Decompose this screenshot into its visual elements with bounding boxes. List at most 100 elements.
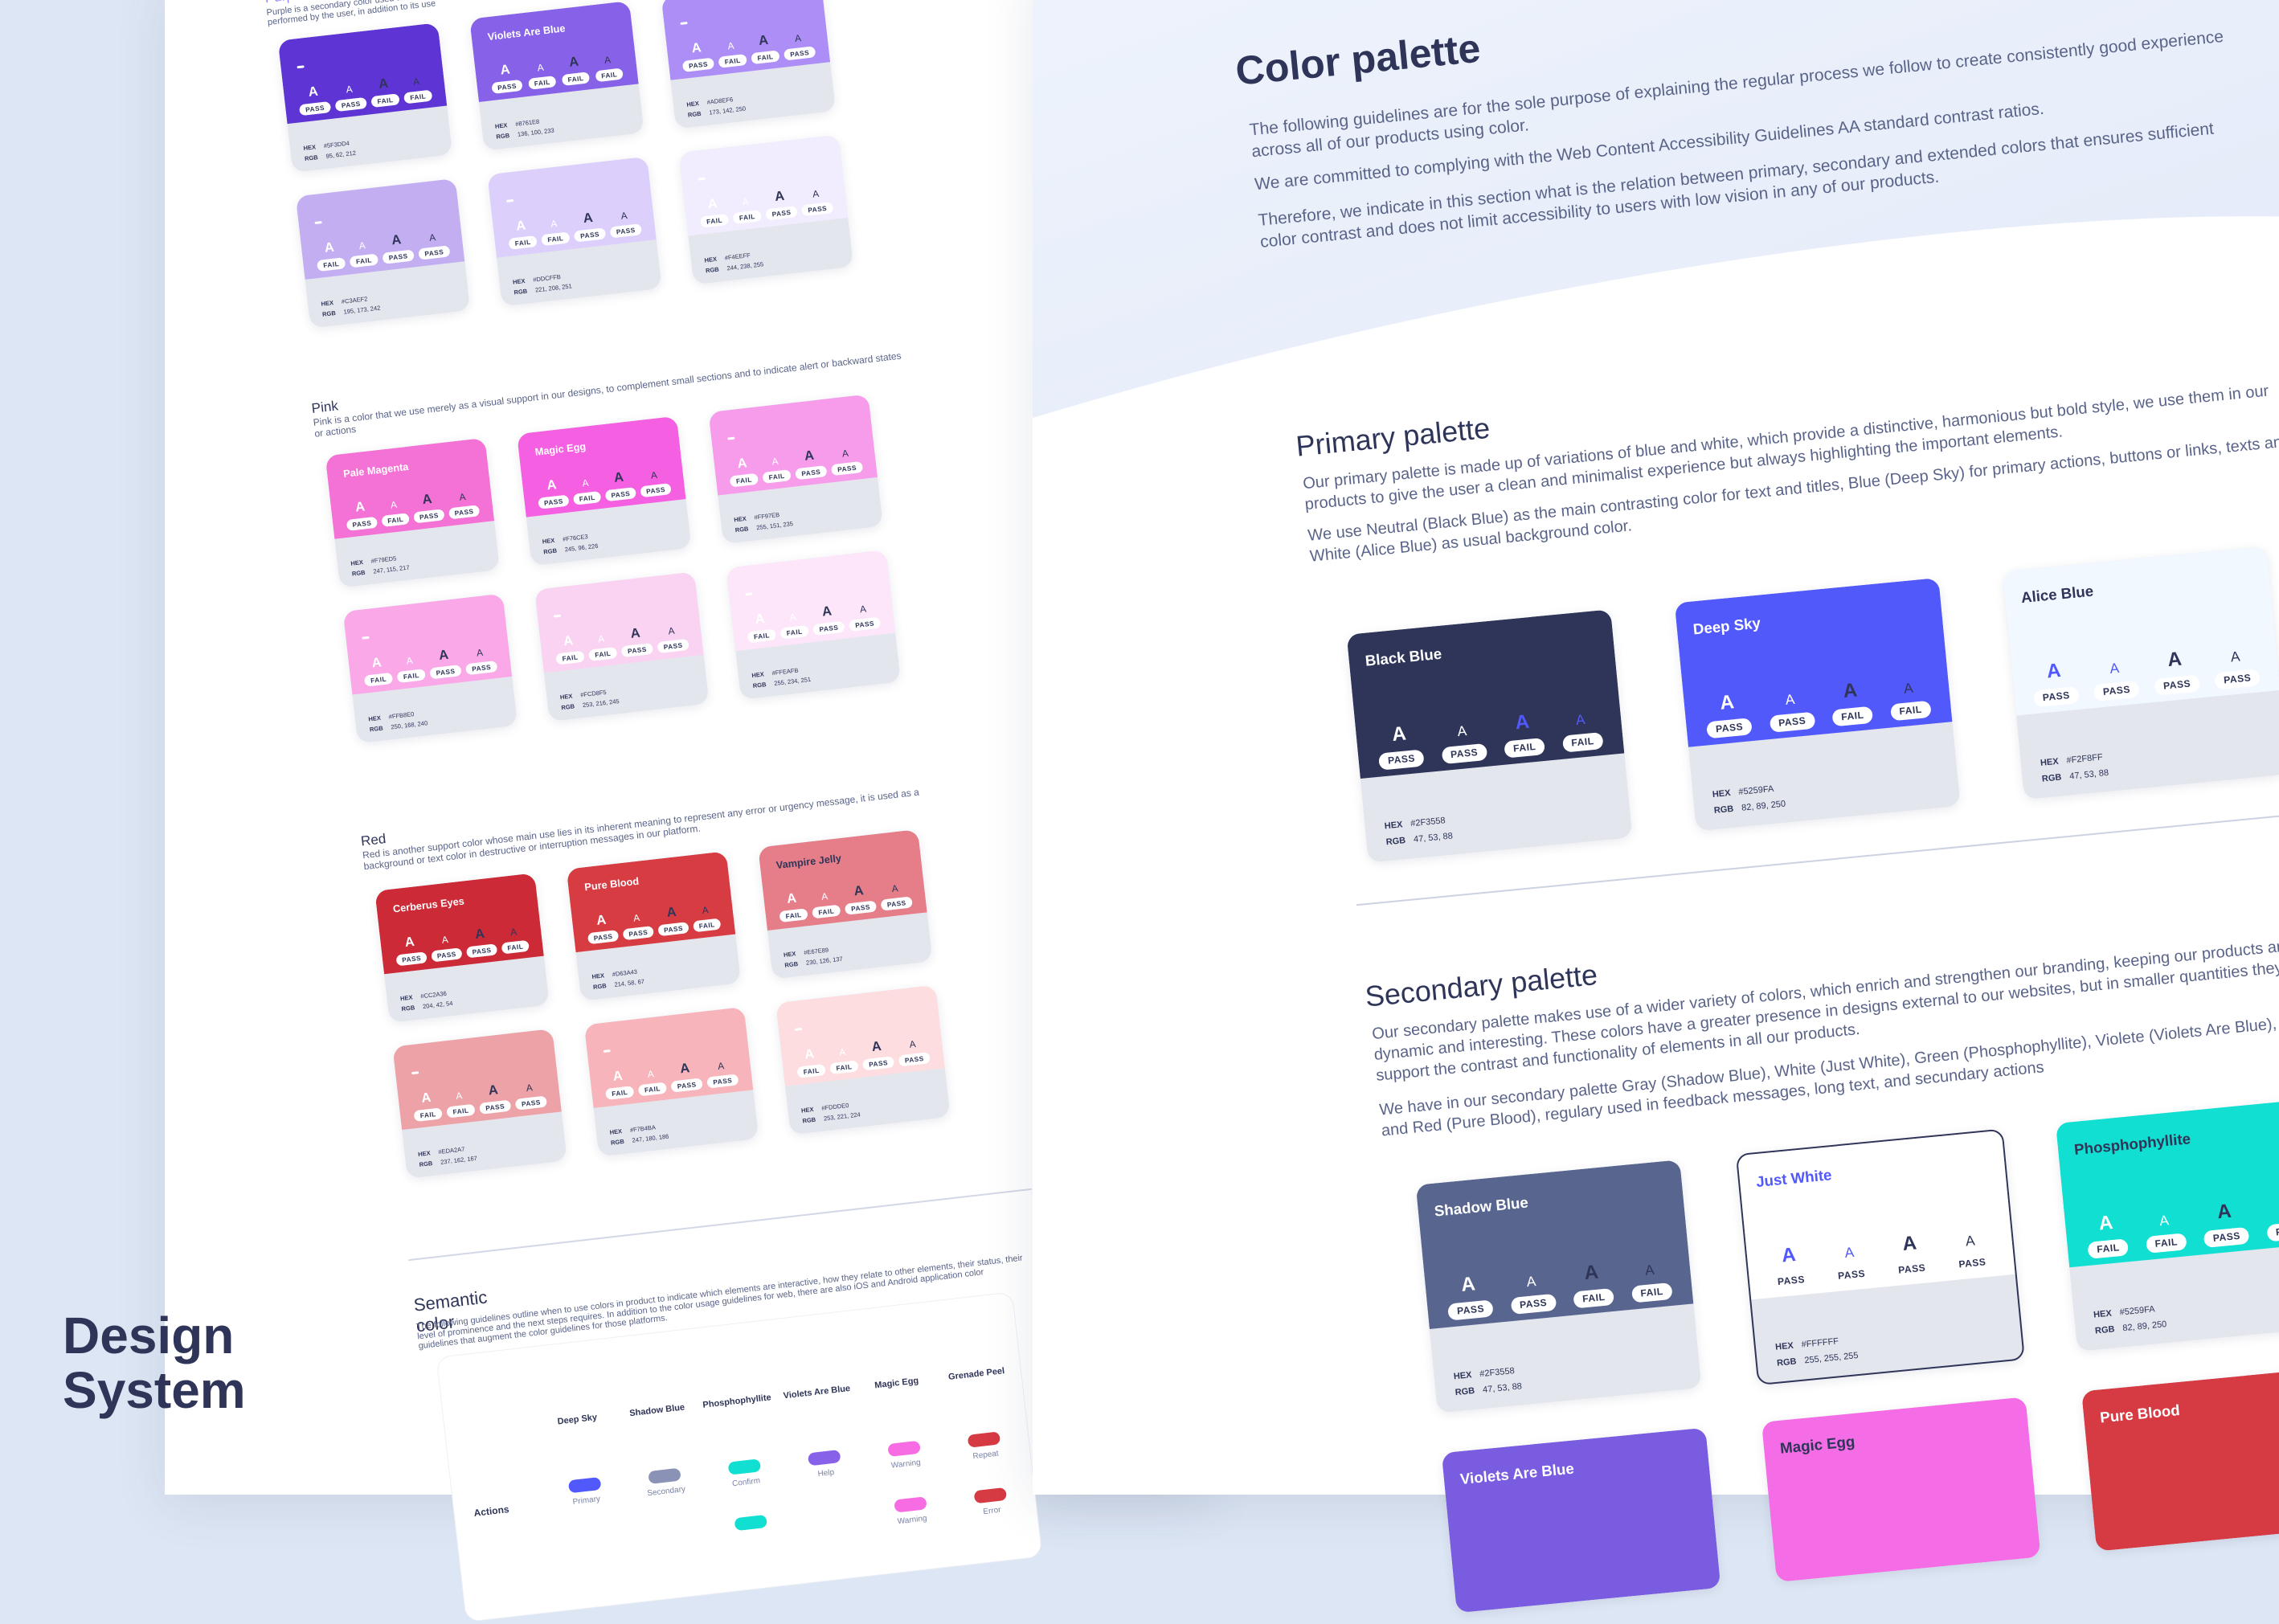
contrast-result-badge: PASS	[639, 483, 673, 498]
swatch-color-area: Pure Blood A PASS A PASS A PASS A FAIL	[566, 851, 736, 953]
swatch-values: HEX #F79ED5 RGB 247, 115, 217	[350, 551, 411, 579]
contrast-test: A FAIL	[559, 54, 591, 87]
swatch-values: HEX #CC2A36 RGB 204, 42, 54	[399, 988, 453, 1014]
hex-code: #E67E89	[803, 946, 829, 956]
color-swatch-card[interactable]: A FAIL A FAIL A PASS A PASS HEX #EDA2A7 RGB 237, 16…	[392, 1029, 567, 1179]
semantic-action-chip[interactable]: Secondary	[620, 1465, 710, 1501]
swatch-name: Black Blue	[1364, 644, 1442, 669]
swatch-values: HEX #5F3DD4 RGB 95, 62, 212	[303, 137, 357, 164]
hex-label: HEX	[751, 670, 765, 679]
rgb-label: RGB	[1776, 1356, 1798, 1368]
color-swatch-card[interactable]: Cerberus Eyes A PASS A PASS A PASS A FAIL HEX #CC2…	[374, 873, 550, 1023]
contrast-test: A FAIL	[402, 76, 433, 104]
semantic-action-chip[interactable]	[706, 1512, 796, 1539]
color-swatch-card[interactable]: Magic Egg A PASS A FAIL A PASS A PASS HEX #F76CE3 R…	[517, 415, 692, 567]
contrast-result-badge: PASS	[622, 926, 655, 941]
color-swatch-card[interactable]: Just White A PASS A PASS A PASS A PASS HEX #FFFFFF…	[1735, 1128, 2025, 1386]
color-swatch-card[interactable]: A FAIL A FAIL A PASS A PASS HEX #FCD8F5 RGB 253, 21…	[534, 571, 710, 722]
contrast-test: A FAIL	[506, 218, 538, 250]
contrast-result-badge: PASS	[849, 617, 882, 632]
semantic-action-chip[interactable]: Warning	[860, 1438, 951, 1474]
hex-label: HEX	[494, 121, 508, 130]
color-swatch-card[interactable]: Shadow Blue A PASS A PASS A FAIL A FAIL HEX #2F355…	[1415, 1160, 1702, 1413]
swatch-name-placeholder	[745, 592, 753, 596]
contrast-result-badge: FAIL	[561, 72, 591, 87]
color-swatch-card[interactable]: A FAIL A FAIL A PASS A PASS HEX #FFB8E0 RGB 250, 16…	[342, 593, 518, 744]
color-swatch-card[interactable]: A FAIL A FAIL A PASS A PASS HEX #FFEAFB RGB 255, 23…	[726, 550, 901, 700]
contrast-letter: A	[803, 448, 815, 464]
semantic-color-pill	[967, 1431, 1001, 1448]
color-swatch-card[interactable]: A FAIL A FAIL A PASS A PASS HEX #DDCFFB RGB 221, 20…	[487, 156, 662, 307]
color-swatch-card[interactable]: A FAIL A FAIL A PASS A PASS HEX #FDDDE0 RGB 253, 22…	[775, 984, 951, 1135]
hex-label: HEX	[350, 558, 364, 567]
contrast-letter: A	[476, 646, 484, 659]
contrast-result-badge: FAIL	[403, 90, 433, 104]
contrast-test: A FAIL	[444, 1090, 476, 1119]
rgb-label: RGB	[2094, 1323, 2116, 1336]
semantic-action-chip[interactable]: Repeat	[939, 1428, 1030, 1464]
color-swatch-card[interactable]: A PASS A PASS A FAIL A FAIL HEX #5F3DD4 RGB 95, 62,…	[277, 22, 453, 173]
contrast-tests: A PASS A PASS A FAIL A FAIL	[1367, 705, 1613, 771]
rgb-code: 214, 58, 67	[614, 977, 645, 988]
contrast-letter: A	[838, 1045, 846, 1058]
color-swatch-card[interactable]: Pale Magenta A PASS A FAIL A PASS A PASS HEX #F79E…	[325, 437, 500, 588]
contrast-result-badge: FAIL	[1889, 700, 1932, 721]
contrast-letter: A	[853, 883, 865, 899]
rgb-code: 230, 126, 137	[805, 955, 844, 967]
contrast-tests: A PASS A PASS A FAIL A FAIL	[1695, 673, 1941, 739]
contrast-result-badge: FAIL	[541, 231, 571, 247]
color-swatch-card[interactable]: A FAIL A FAIL A PASS A PASS HEX #F7B4BA RGB 247, 18…	[583, 1006, 759, 1157]
color-swatch-card[interactable]: PhosphophylliteAFAILAFAILAPASSAPASSHEX#5…	[2055, 1098, 2279, 1352]
hex-label: HEX	[783, 949, 796, 959]
semantic-action-chip[interactable]: Primary	[540, 1474, 631, 1510]
swatch-color-area: A PASS A PASS A FAIL A FAIL	[277, 22, 448, 125]
color-swatch-card[interactable]: Pure Blood	[2081, 1365, 2279, 1552]
contrast-letter: A	[2229, 648, 2241, 665]
semantic-action-chip[interactable]: Confirm	[700, 1455, 791, 1491]
color-swatch-card[interactable]: Deep Sky A PASS A PASS A FAIL A FAIL HEX #5259FA RG…	[1674, 577, 1961, 832]
contrast-tests: A PASS A PASS A FAIL A FAIL	[294, 72, 435, 117]
color-swatch-card[interactable]: Black Blue A PASS A PASS A FAIL A FAIL HEX #2F3558…	[1346, 609, 1633, 863]
contrast-letter: A	[1525, 1272, 1537, 1290]
swatch-name-placeholder	[314, 221, 322, 225]
color-swatch-card[interactable]: Violets Are Blue	[1441, 1427, 1721, 1614]
rgb-label: RGB	[369, 724, 384, 734]
color-swatch-card[interactable]: Alice Blue A PASS A PASS A PASS A PASS HEX #F2F8FF…	[2002, 546, 2279, 800]
contrast-letter: A	[908, 1037, 917, 1050]
color-swatch-card[interactable]: A FAIL A FAIL A PASS A PASS HEX #FF97EB RGB 255, 15…	[708, 394, 883, 545]
color-swatch-card[interactable]: Violets Are Blue A PASS A FAIL A FAIL A FAIL HEX #…	[469, 1, 644, 151]
semantic-column-header: Violets Are Blue	[783, 1383, 851, 1401]
contrast-letter: A	[890, 882, 899, 894]
semantic-color-pill	[734, 1514, 768, 1532]
color-swatch-card[interactable]: A FAIL A FAIL A PASS A PASS HEX #F4EEFF RGB 244, 23…	[678, 134, 854, 285]
contrast-letter: A	[1903, 679, 1914, 697]
color-swatch-card[interactable]: Magic Egg	[1761, 1397, 2041, 1582]
contrast-result-badge: PASS	[395, 951, 428, 967]
contrast-result-badge: PASS	[2093, 680, 2140, 702]
swatch-name: Pure Blood	[583, 874, 640, 893]
color-swatch-card[interactable]: A FAIL A FAIL A PASS A PASS HEX #C3AEF2 RGB 195, 17…	[295, 178, 471, 329]
semantic-action-chip[interactable]: Error	[946, 1484, 1037, 1520]
contrast-tests: A PASS A PASS A PASS A FAIL	[391, 922, 532, 967]
contrast-test: A FAIL	[828, 1045, 859, 1075]
contrast-letter: A	[1964, 1232, 1976, 1250]
contrast-letter: A	[629, 625, 641, 641]
color-swatch-card[interactable]: A PASS A FAIL A FAIL A PASS HEX #AD8EF6 RGB 173, 14…	[661, 0, 837, 129]
contrast-test: A FAIL	[2143, 1212, 2187, 1254]
contrast-letter: A	[563, 633, 575, 649]
contrast-result-badge: FAIL	[779, 908, 808, 923]
contrast-result-badge: FAIL	[779, 625, 809, 640]
contrast-letter: A	[390, 498, 398, 511]
contrast-letter: A	[771, 455, 779, 468]
color-swatch-card[interactable]: Pure Blood A PASS A PASS A PASS A FAIL HEX #D63A43…	[566, 851, 742, 1001]
hex-code: #5259FA	[2119, 1304, 2156, 1318]
contrast-test: A FAIL	[777, 890, 808, 923]
semantic-action-chip[interactable]: Warning	[865, 1493, 956, 1529]
color-swatch-card[interactable]: Vampire Jelly A FAIL A FAIL A PASS A PASS HEX #E67…	[758, 828, 933, 980]
contrast-result-badge: PASS	[609, 223, 642, 239]
